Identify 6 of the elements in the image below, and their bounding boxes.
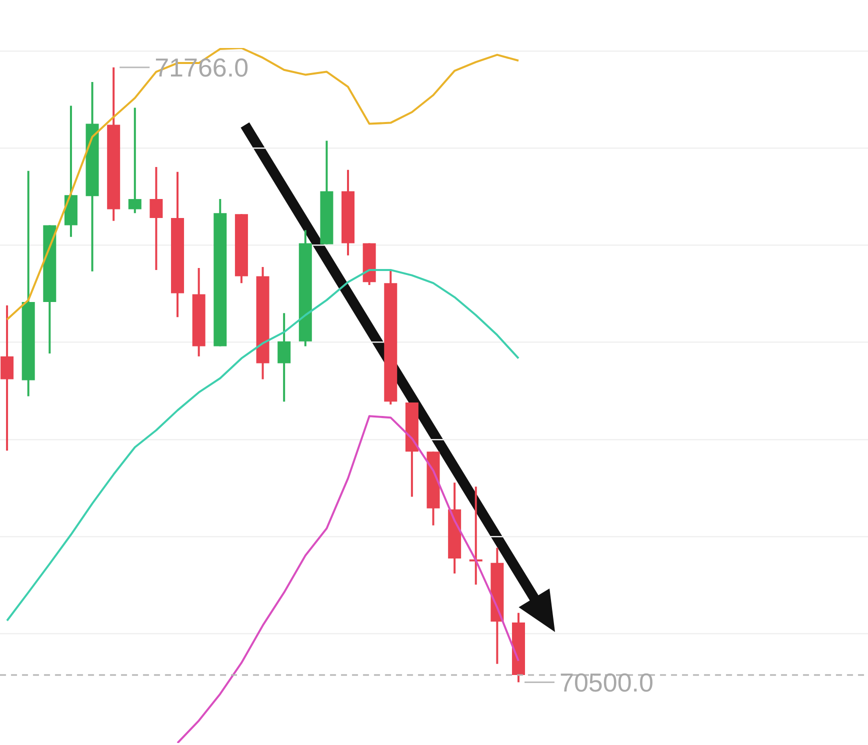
candlestick: [278, 312, 291, 403]
candlestick: [150, 166, 163, 271]
candlestick: [128, 106, 142, 214]
text: 70500.0: [560, 667, 654, 698]
annotation: 71766.0: [154, 52, 249, 83]
candlestick: [0, 304, 14, 452]
